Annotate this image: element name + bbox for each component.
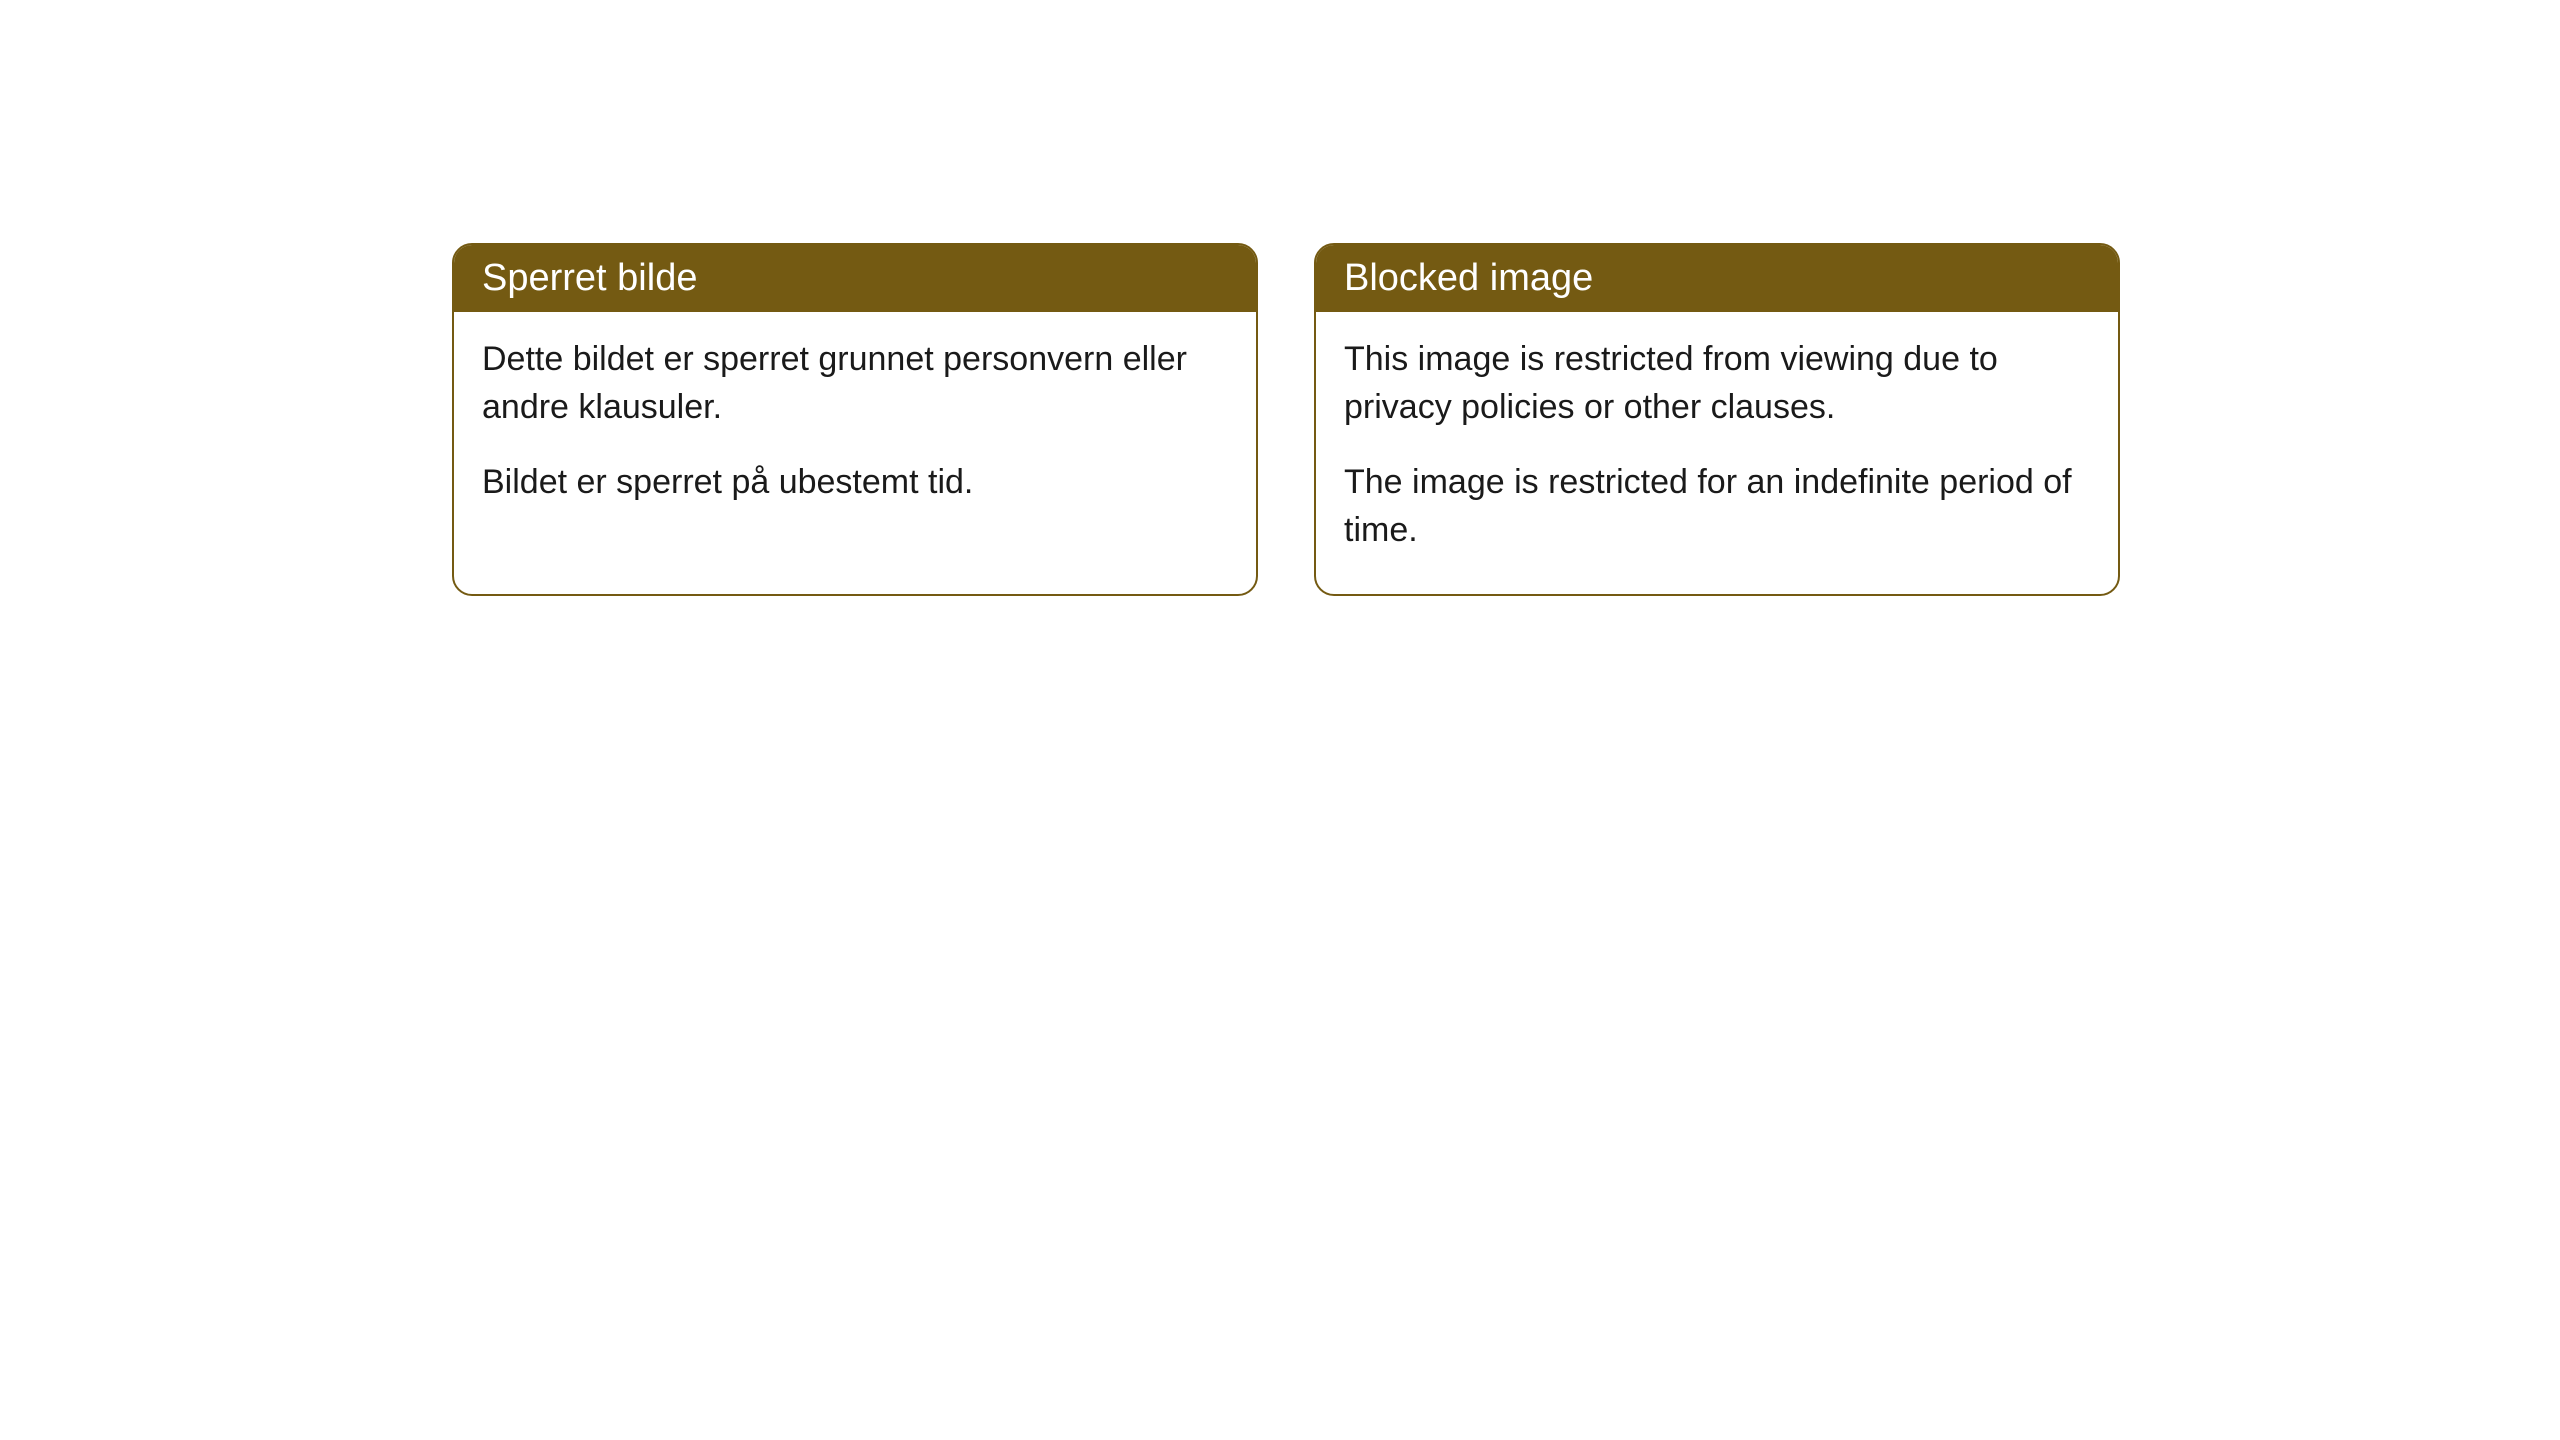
card-paragraph-2: Bildet er sperret på ubestemt tid. — [482, 459, 1228, 507]
card-header: Blocked image — [1316, 245, 2118, 312]
card-paragraph-1: Dette bildet er sperret grunnet personve… — [482, 336, 1228, 431]
card-body: This image is restricted from viewing du… — [1316, 312, 2118, 594]
card-title: Sperret bilde — [482, 257, 697, 299]
blocked-image-card-no: Sperret bilde Dette bildet er sperret gr… — [452, 243, 1258, 596]
card-body: Dette bildet er sperret grunnet personve… — [454, 312, 1256, 547]
card-header: Sperret bilde — [454, 245, 1256, 312]
cards-container: Sperret bilde Dette bildet er sperret gr… — [0, 0, 2560, 596]
card-paragraph-1: This image is restricted from viewing du… — [1344, 336, 2090, 431]
blocked-image-card-en: Blocked image This image is restricted f… — [1314, 243, 2120, 596]
card-paragraph-2: The image is restricted for an indefinit… — [1344, 459, 2090, 554]
card-title: Blocked image — [1344, 257, 1593, 299]
